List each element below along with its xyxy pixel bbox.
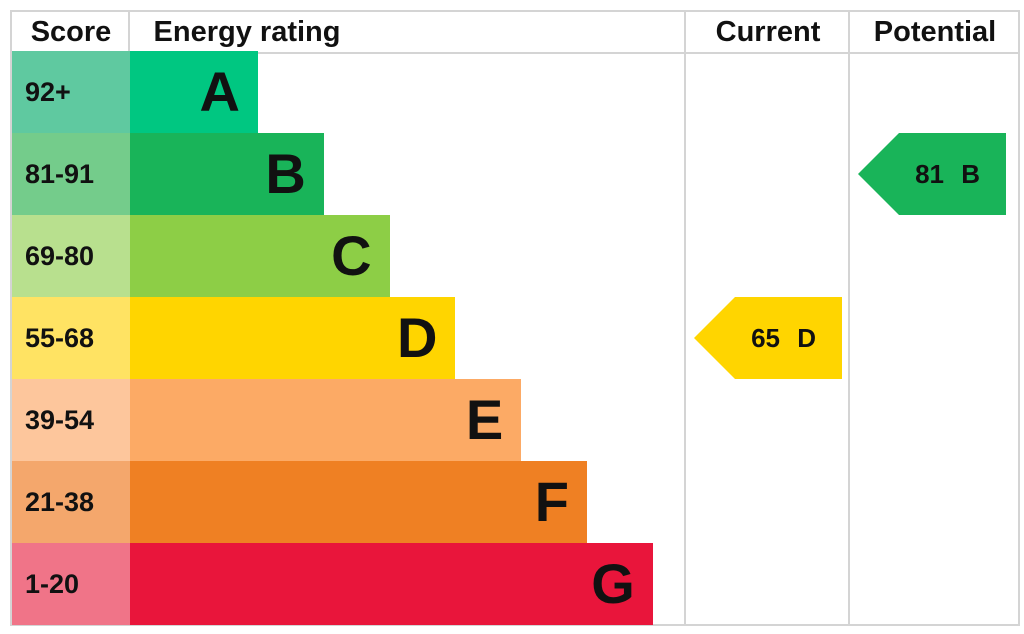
rating-bar-g: G: [130, 543, 653, 625]
rating-bar-b: B: [130, 133, 324, 215]
column-divider: [684, 12, 686, 624]
column-divider: [128, 12, 130, 52]
header-divider: [12, 52, 1018, 54]
score-cell-e: 39-54: [12, 379, 130, 461]
score-cell-d: 55-68: [12, 297, 130, 379]
header-potential: Potential: [873, 16, 997, 48]
score-cell-b: 81-91: [12, 133, 130, 215]
score-cell-a: 92+: [12, 51, 130, 133]
score-cell-f: 21-38: [12, 461, 130, 543]
rating-bar-f: F: [130, 461, 587, 543]
epc-chart: Score Energy rating Current Potential 92…: [10, 10, 1020, 626]
score-cell-c: 69-80: [12, 215, 130, 297]
column-divider: [848, 12, 850, 624]
header-energy-rating: Energy rating: [153, 16, 341, 48]
rating-bar-e: E: [130, 379, 522, 461]
rating-bar-c: C: [130, 215, 390, 297]
rating-bar-d: D: [130, 297, 456, 379]
potential-rating-arrow: 81 B: [858, 133, 1006, 215]
rating-bar-a: A: [130, 51, 258, 133]
score-cell-g: 1-20: [12, 543, 130, 625]
header-current: Current: [715, 16, 821, 48]
header-score: Score: [30, 16, 112, 48]
current-rating-arrow: 65 D: [694, 297, 842, 379]
